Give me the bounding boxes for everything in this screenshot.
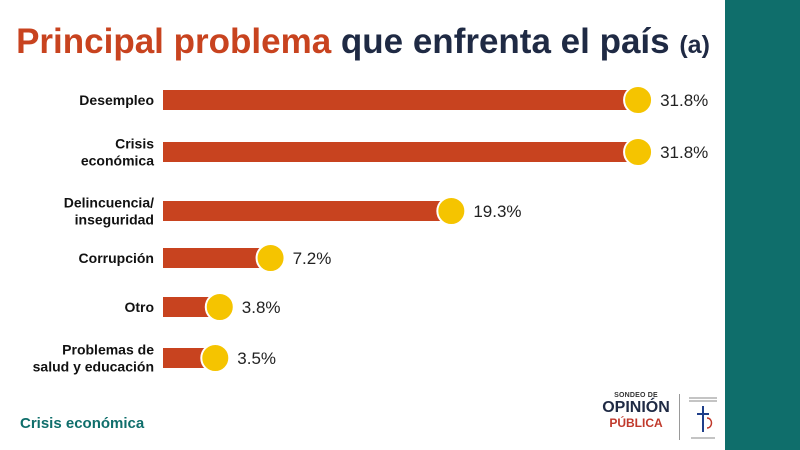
institution-seal-icon bbox=[689, 397, 717, 439]
bar bbox=[163, 248, 271, 268]
category-label: Desempleo bbox=[79, 92, 154, 108]
category-label: salud y educación bbox=[33, 359, 154, 375]
logo-line1: SONDEO DE bbox=[614, 392, 658, 399]
side-accent-bar bbox=[725, 0, 800, 450]
value-label: 19.3% bbox=[473, 202, 521, 221]
category-label: Otro bbox=[124, 299, 154, 315]
bar-end-dot bbox=[204, 292, 235, 322]
logo-line3: PÚBLICA bbox=[609, 416, 663, 430]
bar-end-dot bbox=[623, 85, 654, 115]
category-label: Problemas de bbox=[62, 342, 154, 358]
logo-text: SONDEO DE OPINIÓN PÚBLICA bbox=[597, 392, 675, 429]
bar bbox=[163, 90, 639, 110]
logo-line2: OPINIÓN bbox=[602, 399, 670, 416]
bar bbox=[163, 142, 639, 162]
category-label: Delincuencia/ bbox=[64, 195, 154, 211]
bar-end-dot bbox=[436, 196, 467, 226]
bar-end-dot bbox=[255, 243, 286, 273]
title-suffix: (a) bbox=[679, 31, 710, 59]
value-label: 3.5% bbox=[237, 349, 276, 368]
value-label: 31.8% bbox=[660, 143, 708, 162]
value-label: 3.8% bbox=[242, 298, 281, 317]
bar-end-dot bbox=[200, 343, 231, 373]
title-highlight: Principal problema bbox=[16, 22, 332, 61]
value-label: 7.2% bbox=[293, 249, 332, 268]
category-label: Corrupción bbox=[79, 250, 154, 266]
value-label: 31.8% bbox=[660, 91, 708, 110]
category-label: inseguridad bbox=[75, 212, 154, 228]
logo-divider bbox=[679, 394, 680, 440]
title-rest: que enfrenta el país bbox=[331, 22, 670, 61]
bar bbox=[163, 297, 220, 317]
category-label: económica bbox=[81, 153, 154, 169]
bar bbox=[163, 201, 452, 221]
chart-title: Principal problema que enfrenta el país … bbox=[8, 22, 718, 65]
category-label: Crisis bbox=[115, 136, 154, 152]
sondeo-opinion-publica-logo: SONDEO DE OPINIÓN PÚBLICA bbox=[597, 392, 722, 444]
bar-end-dot bbox=[623, 137, 654, 167]
footer-label: Crisis económica bbox=[20, 415, 145, 432]
